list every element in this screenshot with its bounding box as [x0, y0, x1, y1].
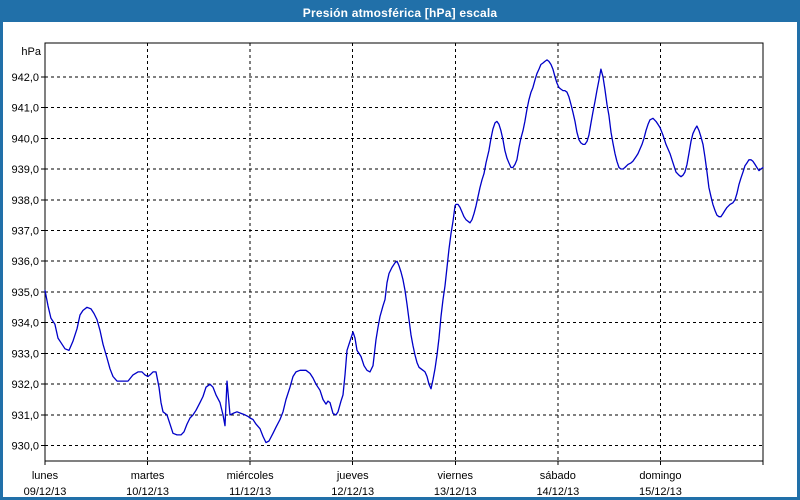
y-tick-label: 941,0 [11, 103, 39, 115]
y-axis-unit-label: hPa [21, 46, 41, 58]
y-tick-label: 935,0 [11, 287, 39, 299]
day-date-label: 12/12/13 [331, 486, 374, 498]
y-tick-label: 939,0 [11, 164, 39, 176]
pressure-chart: 930,0 931,0 932,0 933,0 934,0 935,0 936,0 937,0… [11, 42, 764, 498]
day-name-label: jueves [336, 470, 369, 482]
day-name-label: viernes [438, 470, 474, 482]
pressure-line [44, 59, 764, 444]
day-date-label: 14/12/13 [536, 486, 579, 498]
y-tick-label: 932,0 [11, 379, 39, 391]
day-date-label: 09/12/13 [24, 486, 67, 498]
plot-border [44, 42, 764, 462]
y-tick-label: 938,0 [11, 195, 39, 207]
day-name-label: sábado [540, 470, 576, 482]
title-bar: Presión atmosférica [hPa] escala [3, 3, 797, 22]
y-tick-label: 936,0 [11, 256, 39, 268]
day-date-label: 15/12/13 [639, 486, 682, 498]
y-tick-label: 942,0 [11, 72, 39, 84]
day-date-label: 11/12/13 [229, 486, 271, 498]
day-name-label: miércoles [227, 470, 275, 482]
y-tick-label: 940,0 [11, 133, 39, 145]
y-tick-label: 934,0 [11, 318, 39, 330]
y-tick-label: 937,0 [11, 225, 39, 237]
y-tick-label: 933,0 [11, 348, 39, 360]
y-tick-label: 930,0 [11, 441, 39, 453]
day-date-label: 13/12/13 [434, 486, 477, 498]
day-name-label: martes [131, 470, 165, 482]
day-date-label: 10/12/13 [126, 486, 169, 498]
day-name-label: domingo [639, 470, 681, 482]
day-name-label: lunes [32, 470, 59, 482]
chart-title: Presión atmosférica [hPa] escala [302, 5, 498, 20]
y-tick-label: 931,0 [11, 410, 39, 422]
